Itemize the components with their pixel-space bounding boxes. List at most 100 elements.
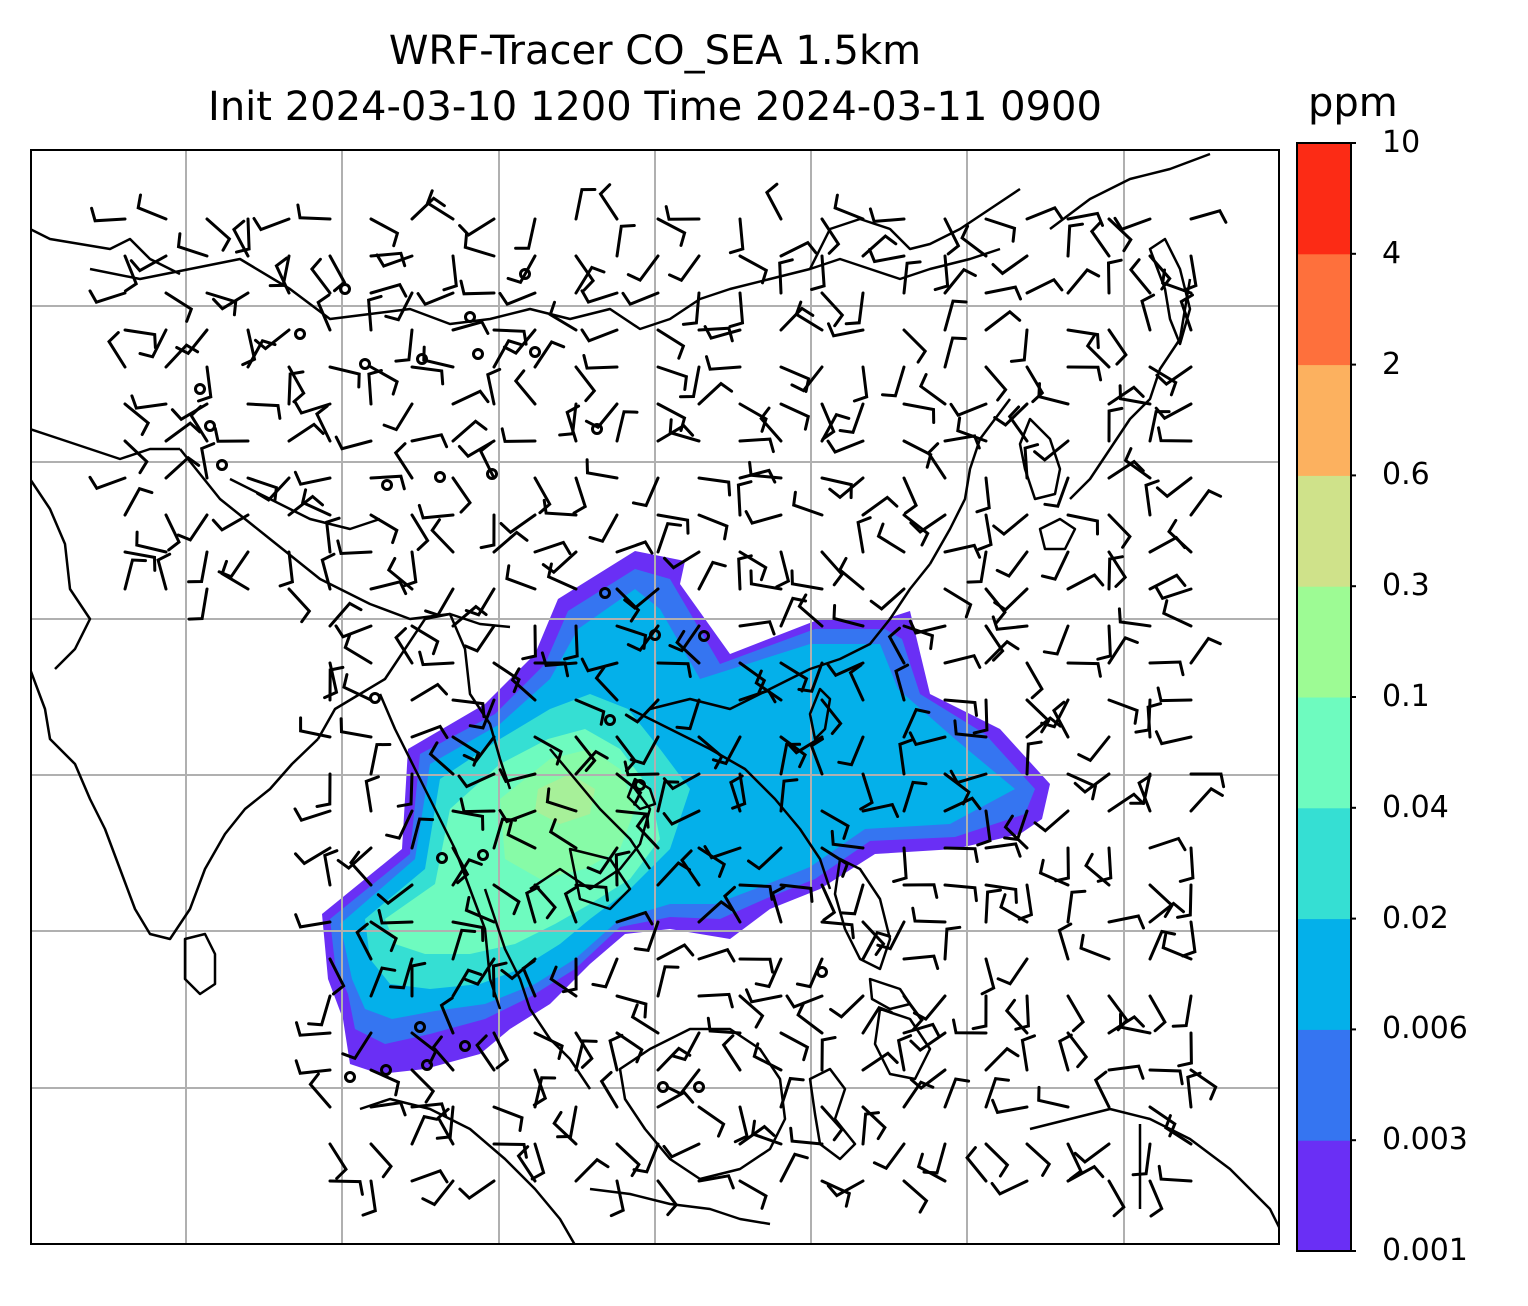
- wind-barb: [733, 1105, 749, 1144]
- wind-barb: [943, 796, 982, 813]
- wind-barb: [416, 291, 455, 307]
- wind-barb: [451, 846, 470, 885]
- wind-barb: [1057, 922, 1073, 961]
- wind-barb: [1107, 513, 1132, 549]
- wind-barb: [861, 920, 886, 956]
- wind-barb: [336, 846, 373, 871]
- wind-barb: [1107, 328, 1128, 366]
- wind-barb: [670, 1031, 701, 1062]
- wind-barb: [107, 331, 127, 369]
- colorbar-band: [1297, 586, 1351, 698]
- wind-barb: [532, 1068, 548, 1107]
- calm-wind-circle: [477, 849, 489, 861]
- china-mongolia-border: [89, 247, 1001, 331]
- visayas: [868, 977, 912, 1011]
- wind-barb: [451, 320, 490, 335]
- wind-barb: [1033, 439, 1070, 462]
- wind-barb: [956, 416, 988, 443]
- wind-barb: [574, 749, 609, 776]
- wind-barb: [916, 1152, 947, 1183]
- wind-barb: [943, 883, 978, 903]
- wind-barb: [1025, 716, 1062, 739]
- wind-barb: [984, 309, 1022, 332]
- wind-barb: [339, 717, 373, 739]
- wind-barb: [738, 620, 776, 636]
- wind-barb: [1066, 365, 1103, 382]
- wind-barb: [896, 1034, 913, 1072]
- wind-barb: [382, 402, 414, 432]
- wind-barb: [1148, 929, 1177, 961]
- wind-barb: [1017, 883, 1034, 921]
- wind-barb: [309, 257, 332, 295]
- wind-barb: [123, 486, 154, 517]
- wind-barb: [902, 439, 933, 469]
- wind-barb: [428, 741, 455, 776]
- wind-barb: [984, 587, 1007, 624]
- wind-barb: [574, 1157, 610, 1183]
- wind-barb: [861, 802, 900, 818]
- wind-barb: [706, 1016, 742, 1035]
- wind-barb: [1093, 1070, 1111, 1109]
- wind-barb: [410, 513, 430, 551]
- wind-barb: [826, 661, 865, 678]
- wind-barb: [1040, 698, 1070, 729]
- pakistan-india-border: [30, 478, 92, 670]
- wind-barb: [341, 1031, 373, 1061]
- wind-barb: [751, 1119, 783, 1146]
- wind-barb: [492, 530, 529, 554]
- wind-barb: [342, 673, 373, 702]
- wind-barb: [881, 365, 906, 398]
- wind-barb: [656, 780, 680, 813]
- wind-barb: [738, 957, 774, 974]
- wind-barb: [738, 1124, 776, 1146]
- wind-barb: [451, 476, 472, 514]
- wind-barb: [410, 433, 449, 449]
- wind-barb: [861, 495, 899, 517]
- wind-barb: [703, 845, 742, 860]
- wind-barb: [498, 768, 537, 784]
- calm-wind-circle: [816, 966, 828, 978]
- wind-barb: [785, 994, 824, 1009]
- wind-barb: [731, 772, 747, 810]
- wind-barb: [367, 294, 383, 332]
- wind-barb: [943, 299, 968, 332]
- wind-barb: [992, 513, 1029, 537]
- wind-barb: [790, 365, 824, 393]
- calm-wind-circle: [421, 1059, 433, 1071]
- wind-barb: [189, 405, 209, 443]
- sakhalin: [1148, 237, 1192, 346]
- wind-barb: [779, 742, 802, 776]
- wind-barb: [439, 996, 455, 1035]
- laos-vietnam: [549, 748, 652, 870]
- wind-barb: [1040, 550, 1070, 581]
- wind-barb: [1154, 730, 1193, 746]
- wind-barb: [738, 402, 768, 433]
- calm-wind-circle: [194, 383, 206, 395]
- wind-barb: [966, 550, 988, 584]
- wind-barb: [235, 217, 251, 254]
- calm-wind-circle: [381, 479, 393, 491]
- wind-barb: [679, 365, 701, 399]
- wind-barb: [615, 1142, 641, 1178]
- colorbar-tick-label: 0.003: [1382, 1122, 1468, 1158]
- wind-barb: [697, 735, 724, 770]
- wind-barb: [1004, 998, 1029, 1035]
- wind-barb: [1025, 661, 1044, 700]
- wind-barb: [136, 193, 168, 221]
- wind-barb: [632, 1142, 660, 1174]
- wind-barb: [820, 291, 845, 328]
- wind-barb: [417, 503, 455, 520]
- wind-barb: [295, 1021, 332, 1037]
- wind-barb: [410, 196, 446, 221]
- wind-barb: [1107, 555, 1124, 591]
- china-east-coast: [928, 398, 1011, 565]
- wind-barb: [533, 540, 572, 556]
- wind-barb: [609, 1179, 625, 1218]
- wind-barb: [1066, 772, 1098, 801]
- wind-barb: [697, 899, 734, 924]
- wind-barb: [246, 476, 279, 502]
- wind-barb: [451, 928, 477, 961]
- wind-barb: [334, 624, 373, 639]
- wind-barb: [980, 957, 996, 996]
- wind-barb: [615, 1031, 644, 1064]
